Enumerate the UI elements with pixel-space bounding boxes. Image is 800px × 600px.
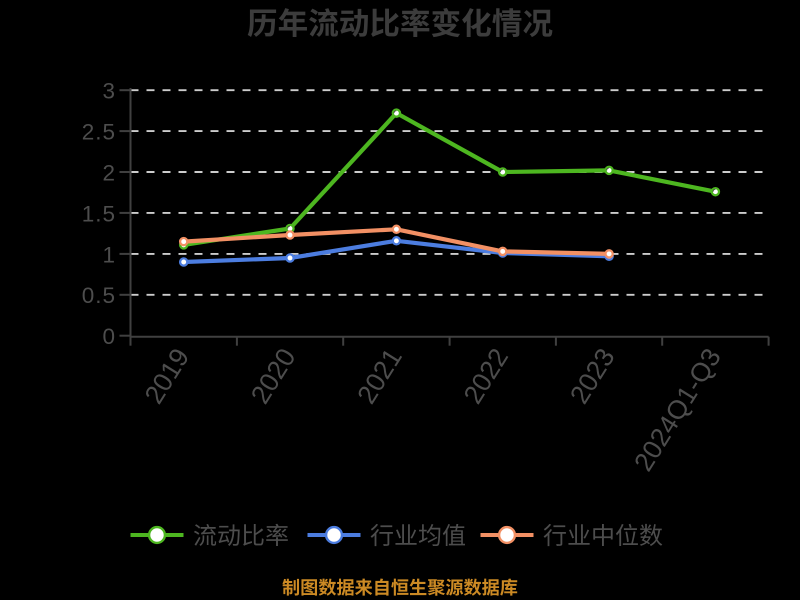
svg-text:3: 3: [102, 79, 116, 104]
svg-text:0: 0: [102, 324, 116, 349]
svg-text:1.5: 1.5: [82, 201, 116, 226]
svg-text:0.5: 0.5: [82, 283, 116, 308]
svg-text:2.5: 2.5: [82, 120, 116, 145]
svg-text:1: 1: [102, 242, 116, 267]
svg-text:2: 2: [102, 160, 116, 185]
